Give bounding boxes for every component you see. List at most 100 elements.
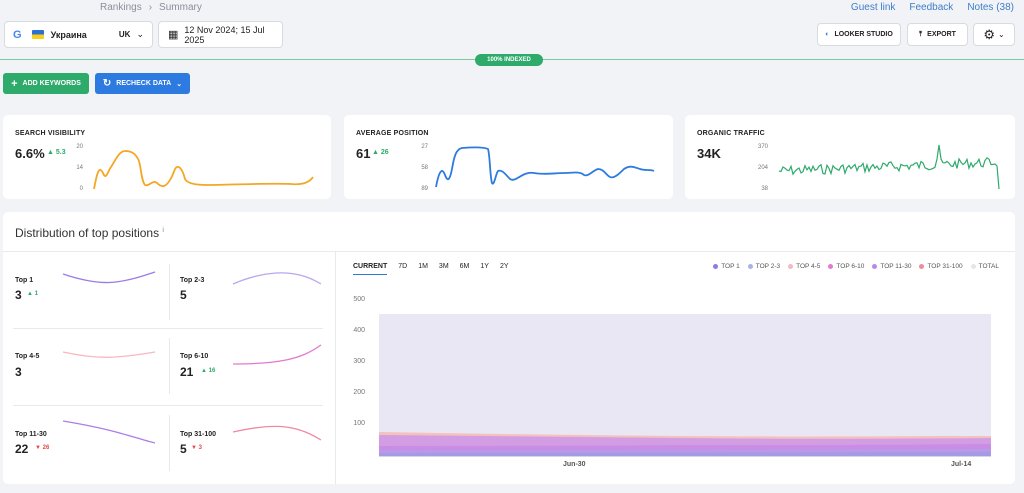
breadcrumb-rankings[interactable]: Rankings <box>100 2 142 13</box>
tab-1y[interactable]: 1Y <box>480 263 489 270</box>
axis-tick: 20 <box>76 144 83 150</box>
metric-value: 6.6% <box>15 146 45 161</box>
y-tick: 100 <box>353 420 365 427</box>
legend-dot-icon <box>970 263 976 269</box>
top-11-30-sparkline <box>62 420 156 444</box>
search-visibility-card[interactable]: SEARCH VISIBILITY 6.6% ▲ 5.3 20 14 0 <box>3 115 331 199</box>
metric-value: 34K <box>697 146 721 161</box>
looker-studio-icon: ◐ <box>825 31 830 38</box>
distribution-stacked-chart <box>379 314 991 456</box>
recheck-data-label: RECHECK DATA <box>116 80 172 87</box>
search-engine-select[interactable]: G Украина UK ⌄ <box>4 21 153 48</box>
top-4-5-sparkline <box>62 351 156 358</box>
cell-label: Top 4-5 <box>15 353 40 360</box>
cell-value: 5 <box>180 442 187 456</box>
tab-6m[interactable]: 6M <box>459 263 470 270</box>
metric-value: 61 <box>356 146 371 161</box>
looker-studio-label: LOOKER STUDIO <box>834 31 893 38</box>
tab-3m[interactable]: 3M <box>438 263 449 270</box>
legend-top-31-100[interactable]: TOP 31-100 <box>919 263 963 270</box>
metric-title: AVERAGE POSITION <box>356 130 429 137</box>
legend-top-1[interactable]: TOP 1 <box>713 263 740 270</box>
axis-tick: 38 <box>761 186 768 192</box>
chevron-down-icon: ⌄ <box>997 30 1005 39</box>
guest-link[interactable]: Guest link <box>850 2 896 13</box>
legend-dot-icon <box>828 263 834 269</box>
legend-total[interactable]: TOTAL <box>970 263 999 270</box>
cell-label: Top 11-30 <box>15 431 47 438</box>
axis-tick: 89 <box>421 186 428 192</box>
axis-tick: 58 <box>421 165 428 171</box>
ukraine-flag-icon <box>31 30 44 39</box>
country-name: Украина <box>50 29 87 40</box>
cell-label: Top 31-100 <box>180 431 217 438</box>
legend-top-6-10[interactable]: TOP 6-10 <box>828 263 864 270</box>
calendar-icon: ▦ <box>168 29 179 41</box>
settings-button[interactable]: ⚙ ⌄ <box>973 23 1015 46</box>
divider <box>335 252 336 484</box>
legend-dot-icon <box>872 263 878 269</box>
cell-delta: ▲ 16 <box>201 368 216 374</box>
y-tick: 400 <box>353 327 365 334</box>
cell-value: 21 <box>180 365 194 379</box>
axis-tick: 370 <box>757 144 768 150</box>
cell-label: Top 2-3 <box>180 277 205 284</box>
metric-delta: ▲ 5.3 <box>47 149 66 156</box>
notes-link[interactable]: Notes (38) <box>967 2 1014 13</box>
y-tick: 200 <box>353 389 365 396</box>
chevron-down-icon: ⌄ <box>136 29 144 39</box>
cell-value: 3 <box>15 288 22 302</box>
tab-7d[interactable]: 7D <box>398 263 408 270</box>
metric-title: SEARCH VISIBILITY <box>15 130 86 137</box>
y-tick: 300 <box>353 358 365 365</box>
recheck-data-button[interactable]: ↻ RECHECK DATA ⌄ <box>95 73 190 94</box>
legend-dot-icon <box>919 263 925 269</box>
divider <box>169 415 170 471</box>
date-range-picker[interactable]: ▦ 12 Nov 2024; 15 Jul 2025 <box>158 21 283 48</box>
gear-icon: ⚙ <box>983 26 995 42</box>
export-button[interactable]: ⤒ EXPORT <box>907 23 968 46</box>
average-position-sparkline <box>435 146 655 188</box>
tab-current[interactable]: CURRENT <box>353 263 388 275</box>
axis-tick: 27 <box>421 144 428 150</box>
tab-2y[interactable]: 2Y <box>499 263 509 270</box>
language-code: UK <box>118 30 131 39</box>
info-icon[interactable]: i <box>162 227 164 234</box>
legend-top-4-5[interactable]: TOP 4-5 <box>788 263 820 270</box>
top-1-sparkline <box>62 271 156 284</box>
divider <box>169 338 170 394</box>
tab-1m[interactable]: 1M <box>418 263 428 270</box>
organic-traffic-card[interactable]: ORGANIC TRAFFIC 34K 370 204 38 <box>685 115 1015 199</box>
legend-dot-icon <box>713 263 719 269</box>
top-2-3-area <box>379 452 991 456</box>
breadcrumb-summary: Summary <box>159 2 202 13</box>
chart-legend: TOP 1 TOP 2-3 TOP 4-5 TOP 6-10 TOP 11-30… <box>713 263 999 270</box>
add-keywords-label: ADD KEYWORDS <box>22 80 81 87</box>
cell-label: Top 6-10 <box>180 353 209 360</box>
cell-label: Top 1 <box>15 277 34 284</box>
period-tabs: CURRENT 7D 1M 3M 6M 1Y 2Y <box>353 263 509 275</box>
top-6-10-sparkline <box>232 344 322 365</box>
looker-studio-button[interactable]: ◐ LOOKER STUDIO <box>817 23 901 46</box>
axis-tick: 0 <box>79 186 83 192</box>
chevron-down-icon: ⌄ <box>176 80 183 88</box>
axis-tick: 14 <box>76 165 83 171</box>
divider <box>13 328 323 329</box>
export-icon: ⤒ <box>919 30 923 38</box>
legend-top-11-30[interactable]: TOP 11-30 <box>872 263 911 270</box>
x-axis-line <box>379 456 991 457</box>
distribution-title: Distribution of top positions i <box>15 226 164 240</box>
metric-title: ORGANIC TRAFFIC <box>697 130 765 137</box>
legend-dot-icon <box>788 263 794 269</box>
total-area <box>379 314 991 456</box>
legend-top-2-3[interactable]: TOP 2-3 <box>747 263 780 270</box>
refresh-icon: ↻ <box>102 78 112 89</box>
add-keywords-button[interactable]: + ADD KEYWORDS <box>3 73 89 94</box>
average-position-card[interactable]: AVERAGE POSITION 61 ▲ 26 27 58 89 <box>344 115 673 199</box>
plus-icon: + <box>11 77 18 90</box>
metric-delta: ▲ 26 <box>372 149 389 156</box>
feedback-link[interactable]: Feedback <box>909 2 954 13</box>
x-tick: Jul-14 <box>951 461 972 468</box>
top-31-100-sparkline <box>232 425 322 441</box>
top-2-3-sparkline <box>232 272 322 285</box>
